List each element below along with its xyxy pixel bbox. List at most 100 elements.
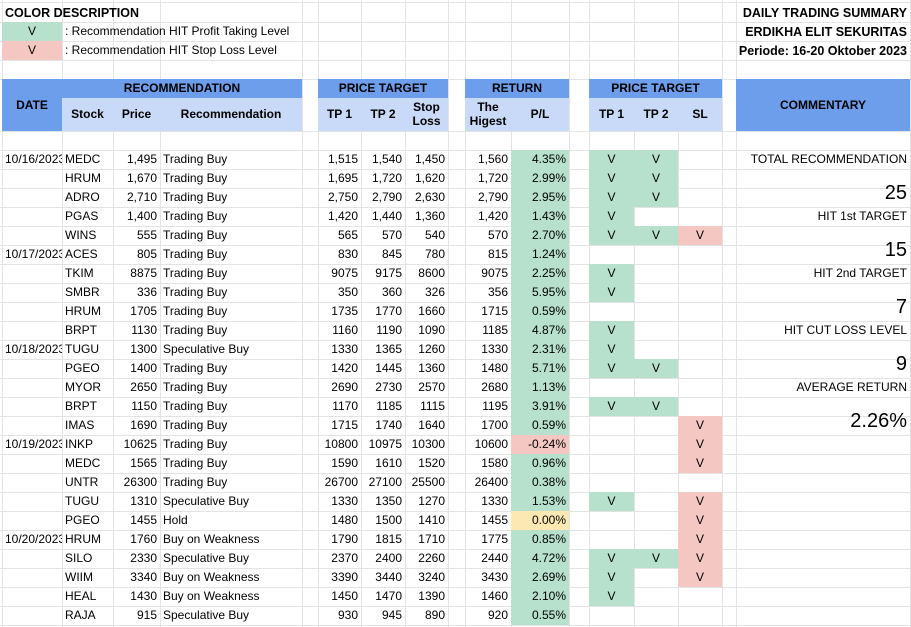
stop-loss-cell: 2260 bbox=[418, 551, 445, 565]
recommendation-cell: Buy on Weakness bbox=[163, 570, 260, 584]
stock-cell: HRUM bbox=[65, 304, 101, 318]
sl-hit-cell bbox=[678, 321, 722, 340]
stock-cell: BRPT bbox=[65, 399, 98, 413]
stock-cell: BRPT bbox=[65, 323, 98, 337]
stock-cell: HRUM bbox=[65, 532, 101, 546]
tp2-hit-cell: V bbox=[634, 549, 678, 568]
highest-cell: 1580 bbox=[481, 456, 508, 470]
pl-cell: 1.43% bbox=[511, 207, 569, 226]
stop-loss-cell: 1710 bbox=[418, 532, 445, 546]
tp1-hit-cell bbox=[589, 511, 634, 530]
tp2-cell: 1365 bbox=[375, 342, 402, 356]
hit-cut-loss-label: HIT CUT LOSS LEVEL bbox=[784, 323, 907, 337]
highest-cell: 26400 bbox=[474, 475, 508, 489]
tp2-cell: 27100 bbox=[368, 475, 402, 489]
tp1-cell: 830 bbox=[337, 247, 358, 261]
tp1-cell: 9075 bbox=[331, 266, 358, 280]
pl-cell: 1.24% bbox=[511, 245, 569, 264]
price-cell: 10625 bbox=[123, 437, 157, 451]
date-cell: 10/16/2023 bbox=[5, 152, 62, 166]
sl-hit-cell bbox=[678, 169, 722, 188]
sl-hit-cell bbox=[678, 150, 722, 169]
recommendation-cell: Trading Buy bbox=[163, 456, 228, 470]
date-cell bbox=[2, 397, 62, 416]
tp2-hit-cell bbox=[634, 511, 678, 530]
highest-cell: 815 bbox=[487, 247, 508, 261]
date-cell bbox=[2, 492, 62, 511]
highest-cell: 920 bbox=[487, 608, 508, 622]
pl-cell: 4.87% bbox=[511, 321, 569, 340]
highest-cell: 356 bbox=[487, 285, 508, 299]
tp2-cell: 845 bbox=[381, 247, 402, 261]
sl-hit-cell bbox=[678, 302, 722, 321]
date-cell bbox=[2, 302, 62, 321]
stock-cell: ACES bbox=[65, 247, 98, 261]
tp1-hit-cell bbox=[589, 435, 634, 454]
tp1-hit-cell bbox=[589, 454, 634, 473]
stop-loss-cell: 1640 bbox=[418, 418, 445, 432]
sl-hit-cell: V bbox=[678, 568, 722, 587]
recommendation-cell: Trading Buy bbox=[163, 323, 228, 337]
pl-cell: 0.38% bbox=[511, 473, 569, 492]
tp1-hit-cell: V bbox=[589, 169, 634, 188]
date-cell bbox=[2, 473, 62, 492]
stock-cell: INKP bbox=[65, 437, 94, 451]
sl-hit-cell: V bbox=[678, 511, 722, 530]
pl-cell: 3.91% bbox=[511, 397, 569, 416]
total-recommendation-label: TOTAL RECOMMENDATION bbox=[750, 152, 907, 166]
tp1-cell: 2,750 bbox=[327, 190, 358, 204]
stock-cell: PGEO bbox=[65, 361, 100, 375]
date-cell bbox=[2, 321, 62, 340]
recommendation-cell: Trading Buy bbox=[163, 190, 228, 204]
price-cell: 2,710 bbox=[126, 190, 157, 204]
tp1-cell: 1480 bbox=[331, 513, 358, 527]
recommendation-cell: Trading Buy bbox=[163, 285, 228, 299]
stock-cell: TKIM bbox=[65, 266, 94, 280]
pl-cell: 5.71% bbox=[511, 359, 569, 378]
tp1-cell: 1330 bbox=[331, 494, 358, 508]
recommendation-cell: Speculative Buy bbox=[163, 342, 250, 356]
highest-cell: 1460 bbox=[481, 589, 508, 603]
stop-loss-cell: 1660 bbox=[418, 304, 445, 318]
price-cell: 3340 bbox=[130, 570, 157, 584]
stop-loss-cell: 2570 bbox=[418, 380, 445, 394]
tp1-hit-cell: V bbox=[589, 340, 634, 359]
stock-cell: PGEO bbox=[65, 513, 100, 527]
pl-cell: 0.85% bbox=[511, 530, 569, 549]
date-cell bbox=[2, 587, 62, 606]
pl-cell: 5.95% bbox=[511, 283, 569, 302]
tp2-hit-cell: V bbox=[634, 397, 678, 416]
highest-cell: 1185 bbox=[482, 323, 508, 337]
date-cell: 10/18/2023 bbox=[5, 342, 62, 356]
tp2-cell: 360 bbox=[381, 285, 402, 299]
stock-cell: MYOR bbox=[65, 380, 101, 394]
price-cell: 1430 bbox=[130, 589, 157, 603]
summary-company: ERDIKHA ELIT SEKURITAS bbox=[745, 25, 907, 39]
hit-cut-loss-value: 9 bbox=[895, 353, 907, 375]
date-cell bbox=[2, 283, 62, 302]
tp1-cell: 350 bbox=[337, 285, 358, 299]
highest-cell: 1480 bbox=[481, 361, 508, 375]
header-tp2: TP 2 bbox=[361, 98, 405, 131]
date-cell bbox=[2, 454, 62, 473]
average-return-label: AVERAGE RETURN bbox=[796, 380, 907, 394]
highest-cell: 2680 bbox=[481, 380, 508, 394]
highest-cell: 1455 bbox=[481, 513, 508, 527]
tp1-cell: 565 bbox=[337, 228, 358, 242]
tp2-cell: 1500 bbox=[375, 513, 402, 527]
stop-loss-cell: 10300 bbox=[411, 437, 445, 451]
tp2-cell: 2730 bbox=[375, 380, 402, 394]
recommendation-cell: Trading Buy bbox=[163, 209, 228, 223]
tp2-cell: 10975 bbox=[368, 437, 402, 451]
tp2-hit-cell bbox=[634, 207, 678, 226]
stop-loss-cell: 2,630 bbox=[414, 190, 445, 204]
recommendation-cell: Trading Buy bbox=[163, 418, 228, 432]
recommendation-cell: Hold bbox=[163, 513, 188, 527]
tp2-hit-cell bbox=[634, 283, 678, 302]
highest-cell: 3430 bbox=[481, 570, 508, 584]
stock-cell: MEDC bbox=[65, 456, 101, 470]
highest-cell: 10600 bbox=[474, 437, 508, 451]
sl-hit-cell bbox=[678, 207, 722, 226]
pl-cell: 4.72% bbox=[511, 549, 569, 568]
tp1-hit-cell bbox=[589, 302, 634, 321]
